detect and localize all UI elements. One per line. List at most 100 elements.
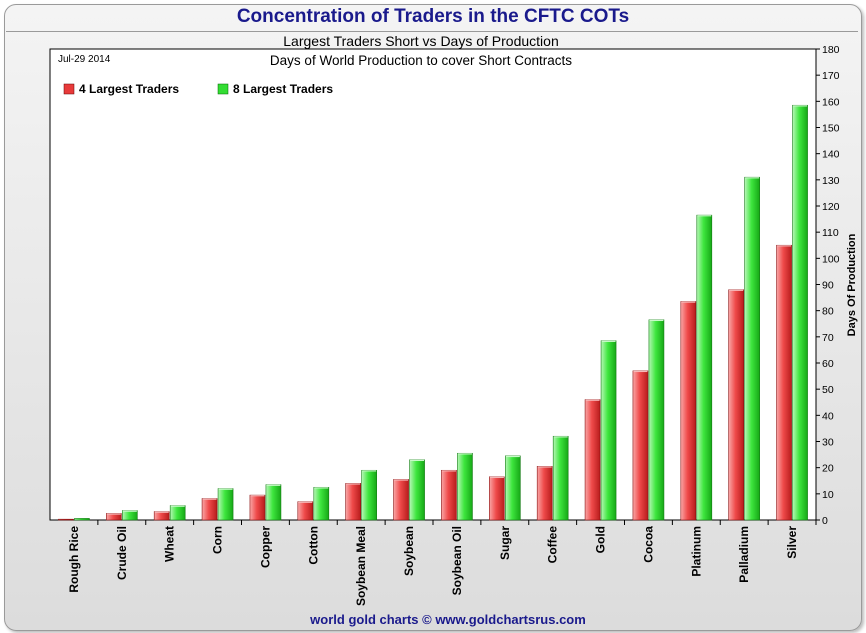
y-tick-label: 130 bbox=[822, 175, 840, 187]
bar-4-largest-sugar bbox=[489, 476, 505, 521]
y-tick-label: 40 bbox=[822, 410, 834, 422]
bar-4-largest-corn bbox=[201, 498, 218, 521]
x-tick-label: Cotton bbox=[306, 526, 320, 565]
bar-cap bbox=[729, 289, 744, 291]
bar-4-largest-palladium bbox=[728, 289, 744, 521]
legend-swatch-4 bbox=[63, 83, 75, 95]
bar-cap bbox=[154, 511, 169, 513]
bar-cap bbox=[170, 505, 185, 507]
bar-4-largest-silver bbox=[776, 244, 792, 521]
bar-cap bbox=[346, 483, 361, 485]
bar-cap bbox=[745, 177, 760, 179]
chart-title: Concentration of Traders in the CFTC COT… bbox=[236, 6, 630, 27]
bar-4-largest-soybean bbox=[393, 479, 409, 521]
y-tick-label: 160 bbox=[822, 96, 840, 108]
bar-cap bbox=[649, 319, 664, 322]
plot-title: Days of World Production to cover Short … bbox=[270, 53, 572, 68]
bar-8-largest-sugar bbox=[505, 455, 521, 521]
bar-8-largest-crude-oil bbox=[122, 510, 138, 521]
bar-cap bbox=[218, 488, 233, 490]
y-tick-label: 100 bbox=[822, 253, 840, 265]
bar-8-largest-soybean-meal bbox=[361, 469, 377, 521]
legend-swatch-8 bbox=[217, 83, 229, 95]
y-tick-label: 10 bbox=[822, 489, 834, 501]
x-tick-label: Copper bbox=[258, 526, 272, 568]
bar-8-largest-corn bbox=[217, 488, 234, 521]
bar-8-largest-copper bbox=[265, 484, 282, 521]
bar-cap bbox=[553, 436, 568, 438]
bar-4-largest-soybean-oil bbox=[441, 469, 457, 521]
bar-cap bbox=[537, 466, 552, 468]
date-label: Jul-29 2014 bbox=[58, 54, 111, 65]
y-axis-label: Days Of Production bbox=[846, 233, 858, 336]
bar-4-largest-wheat bbox=[153, 511, 170, 521]
x-tick-label: Cocoa bbox=[641, 526, 655, 563]
bar-4-largest-gold bbox=[584, 399, 601, 521]
bar-cap bbox=[298, 501, 313, 503]
bar-4-largest-cocoa bbox=[632, 370, 649, 521]
bar-4-largest-soybean-meal bbox=[345, 483, 361, 521]
bar-cap bbox=[697, 215, 712, 217]
x-tick-label: Palladium bbox=[737, 526, 751, 583]
bar-cap bbox=[122, 510, 137, 512]
bar-8-largest-gold bbox=[600, 340, 617, 521]
legend-label-8: 8 Largest Traders bbox=[233, 82, 333, 96]
bar-cap bbox=[601, 340, 616, 342]
chart-subtitle: Largest Traders Short vs Days of Product… bbox=[283, 33, 559, 49]
bar-8-largest-coffee bbox=[552, 435, 569, 521]
bar-cap bbox=[250, 495, 265, 497]
bar-4-largest-rough-rice bbox=[58, 518, 74, 521]
x-tick-label: Gold bbox=[594, 526, 608, 553]
y-tick-label: 20 bbox=[822, 463, 834, 475]
legend: 4 Largest Traders 8 Largest Traders bbox=[63, 82, 333, 96]
bar-8-largest-rough-rice bbox=[74, 518, 90, 521]
y-tick-label: 30 bbox=[822, 437, 834, 449]
x-tick-label: Platinum bbox=[689, 526, 703, 577]
bars bbox=[58, 104, 808, 521]
bar-cap bbox=[441, 470, 456, 472]
bar-cap bbox=[266, 484, 281, 486]
y-tick-label: 90 bbox=[822, 280, 834, 292]
bar-8-largest-cotton bbox=[313, 486, 330, 521]
bar-cap bbox=[489, 476, 504, 479]
bar-cap bbox=[457, 453, 472, 455]
x-tick-label: Wheat bbox=[163, 526, 177, 562]
legend-label-4: 4 Largest Traders bbox=[79, 82, 179, 96]
bar-8-largest-soybean-oil bbox=[457, 452, 473, 521]
bar-cap bbox=[681, 301, 696, 303]
x-tick-label: Rough Rice bbox=[67, 526, 81, 593]
title-divider bbox=[6, 31, 858, 32]
bar-4-largest-coffee bbox=[536, 466, 553, 521]
y-tick-label: 80 bbox=[822, 306, 834, 318]
y-axis: 0 10 20 30 40 50 60 70 80 90 100 110 120 130 140 150 160… bbox=[816, 44, 840, 527]
bar-cap bbox=[585, 399, 600, 401]
bar-8-largest-platinum bbox=[696, 214, 713, 521]
y-tick-label: 180 bbox=[822, 44, 840, 56]
bar-cap bbox=[362, 470, 377, 472]
bar-4-largest-copper bbox=[249, 494, 266, 521]
x-tick-label: Soybean bbox=[402, 526, 416, 576]
x-tick-label: Silver bbox=[785, 526, 799, 559]
x-tick-label: Crude Oil bbox=[115, 526, 129, 580]
bar-cap bbox=[777, 245, 792, 247]
x-tick-label: Soybean Meal bbox=[354, 526, 368, 606]
x-tick-label: Coffee bbox=[546, 526, 560, 564]
y-tick-label: 50 bbox=[822, 384, 834, 396]
x-axis: Rough Rice Crude Oil Wheat Corn Copper Cotton… bbox=[67, 520, 817, 606]
y-tick-label: 110 bbox=[822, 227, 839, 239]
x-tick-label: Corn bbox=[211, 526, 225, 554]
y-tick-label: 150 bbox=[822, 123, 840, 135]
bar-cap bbox=[633, 370, 648, 373]
x-tick-label: Soybean Oil bbox=[450, 526, 464, 595]
y-tick-label: 120 bbox=[822, 201, 840, 213]
bar-cap bbox=[202, 498, 217, 500]
bar-4-largest-cotton bbox=[297, 501, 314, 521]
bar-4-largest-platinum bbox=[680, 301, 697, 521]
bar-cap bbox=[505, 455, 520, 458]
bar-8-largest-silver bbox=[792, 104, 808, 521]
bar-cap bbox=[793, 105, 808, 107]
y-tick-label: 0 bbox=[822, 515, 828, 527]
bar-8-largest-wheat bbox=[169, 505, 186, 521]
footer-credit: world gold charts © www.goldchartsrus.co… bbox=[310, 612, 586, 627]
